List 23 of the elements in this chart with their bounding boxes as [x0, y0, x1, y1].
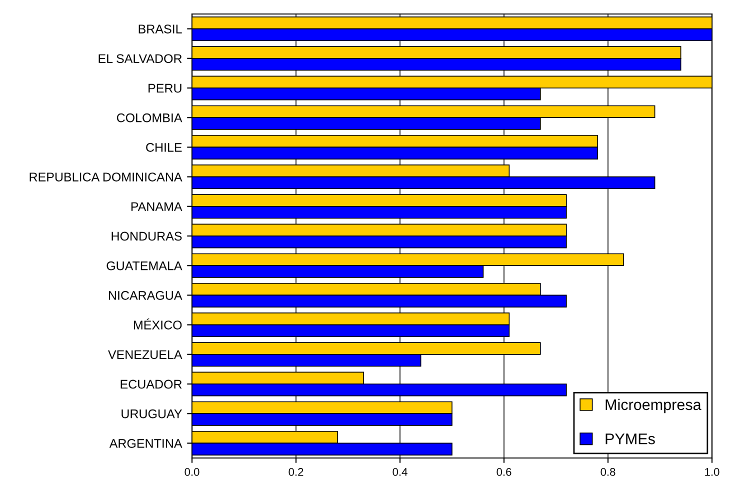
- y-tick-label: MÉXICO: [134, 318, 182, 330]
- x-tick-label: 0.6: [496, 468, 512, 476]
- x-tick-label: 1.0: [705, 468, 720, 476]
- y-tick-label: REPUBLICA DOMINICANA: [30, 172, 182, 182]
- legend-label: PYMEs: [606, 434, 655, 444]
- y-tick-label: NICARAGUA: [108, 291, 182, 300]
- y-tick-label: PANAMA: [131, 202, 182, 211]
- y-tick-label: EL SALVADOR: [98, 54, 182, 64]
- y-tick-label: GUATEMALA: [106, 261, 182, 270]
- x-tick-label: 0.4: [392, 468, 408, 476]
- x-tick-label: 0.8: [600, 468, 616, 476]
- x-tick-label: 0.2: [288, 468, 304, 476]
- legend-label: Microempresa: [606, 398, 702, 414]
- y-tick-label: ARGENTINA: [109, 439, 182, 448]
- y-tick-label: COLOMBIA: [116, 113, 182, 122]
- y-tick-label: CHILE: [146, 143, 182, 152]
- y-tick-label: HONDURAS: [112, 232, 182, 241]
- y-tick-label: URUGUAY: [122, 409, 182, 418]
- x-tick-label: 0.0: [184, 468, 200, 476]
- y-tick-label: PERU: [148, 84, 182, 93]
- y-tick-label: VENEZUELA: [108, 350, 182, 360]
- y-tick-label: BRASIL: [138, 24, 182, 34]
- y-tick-label: ECUADOR: [120, 380, 182, 389]
